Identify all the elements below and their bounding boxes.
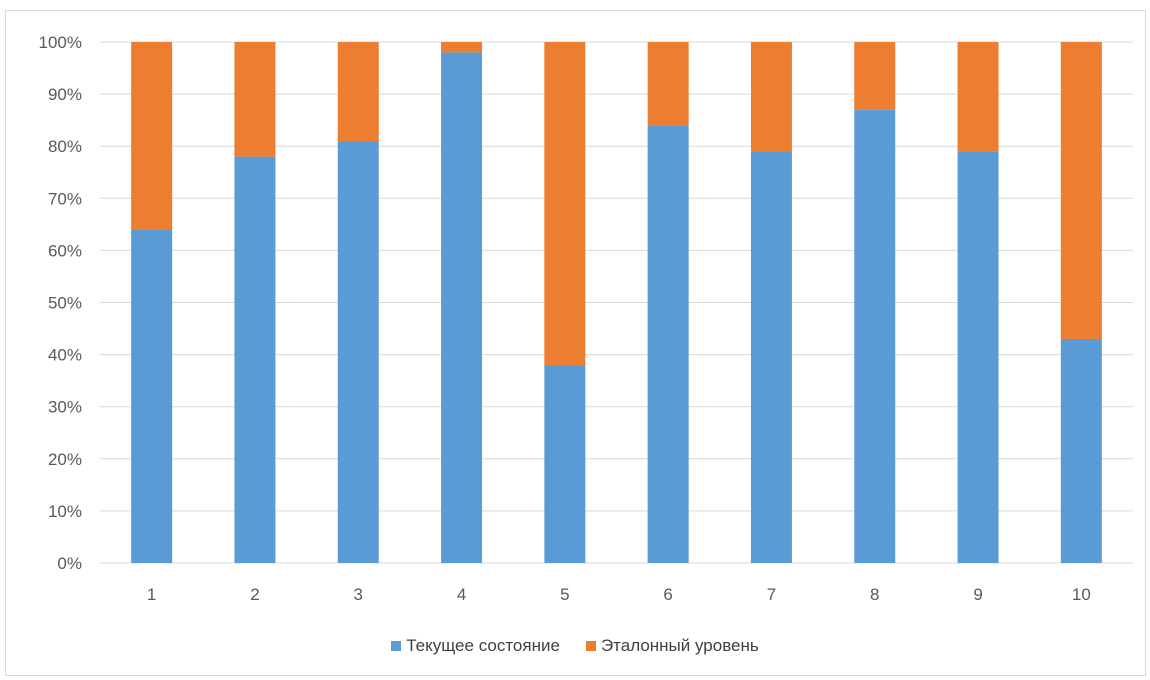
bar-current xyxy=(337,140,379,564)
bar-reference xyxy=(750,42,792,152)
y-tick-label: 10% xyxy=(48,502,82,521)
x-axis-ticks: 1 2 3 4 5 6 7 8 9 10 xyxy=(147,585,1091,604)
bar-current xyxy=(1060,338,1102,563)
y-tick-label: 0% xyxy=(57,554,82,573)
bars xyxy=(131,42,1102,564)
y-tick-label: 90% xyxy=(48,85,82,104)
y-tick-label: 40% xyxy=(48,346,82,365)
x-tick-label: 2 xyxy=(250,585,259,604)
y-tick-label: 60% xyxy=(48,241,82,260)
legend-swatch-current xyxy=(391,641,402,651)
bar-current xyxy=(647,125,689,564)
legend: Текущее состояние Эталонный уровень xyxy=(0,636,1150,656)
bar-current xyxy=(441,52,483,564)
bar-current xyxy=(750,151,792,563)
y-tick-label: 50% xyxy=(48,294,82,313)
y-tick-label: 100% xyxy=(39,33,82,52)
bar-reference xyxy=(647,42,689,126)
y-tick-label: 70% xyxy=(48,189,82,208)
bar-reference xyxy=(854,42,896,110)
x-tick-label: 10 xyxy=(1072,585,1091,604)
bar-reference xyxy=(957,42,999,152)
y-tick-label: 80% xyxy=(48,137,82,156)
bar-current xyxy=(544,365,586,563)
bar-reference xyxy=(544,42,586,366)
x-tick-label: 7 xyxy=(767,585,776,604)
bar-reference xyxy=(1060,42,1102,339)
y-tick-label: 30% xyxy=(48,398,82,417)
bar-reference xyxy=(441,42,483,53)
bar-current xyxy=(957,151,999,563)
x-tick-label: 1 xyxy=(147,585,156,604)
y-axis-ticks: 0% 10% 20% 30% 40% 50% 60% 70% 80% 90% 100% xyxy=(39,33,82,573)
x-tick-label: 4 xyxy=(457,585,466,604)
legend-swatch-reference xyxy=(585,641,596,651)
bar-reference xyxy=(234,42,276,157)
bar-reference xyxy=(131,42,173,230)
x-tick-label: 8 xyxy=(870,585,879,604)
bar-current xyxy=(234,156,276,563)
legend-label-reference: Эталонный уровень xyxy=(600,636,759,655)
bar-current xyxy=(131,229,173,563)
y-tick-label: 20% xyxy=(48,450,82,469)
bar-current xyxy=(854,109,896,563)
x-tick-label: 9 xyxy=(973,585,982,604)
bar-reference xyxy=(337,42,379,141)
x-tick-label: 3 xyxy=(354,585,363,604)
x-tick-label: 5 xyxy=(560,585,569,604)
legend-label-current: Текущее состояние xyxy=(406,636,560,655)
legend-item-current: Текущее состояние xyxy=(391,636,560,656)
legend-item-reference: Эталонный уровень xyxy=(585,636,759,656)
x-tick-label: 6 xyxy=(663,585,672,604)
